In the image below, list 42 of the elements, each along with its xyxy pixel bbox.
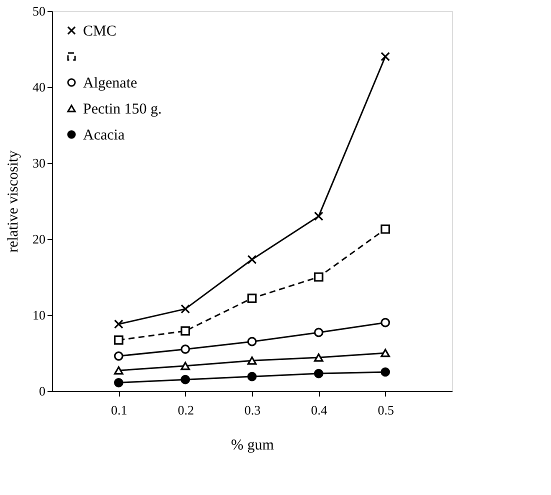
point	[314, 212, 324, 221]
point	[180, 326, 190, 336]
x-axis-title: % gum	[231, 438, 274, 454]
x-tick-label: 0.1	[111, 402, 128, 418]
point	[247, 254, 257, 264]
y-tick-label: 40	[32, 80, 46, 94]
legend-label: Acacia	[83, 128, 125, 144]
point	[180, 374, 190, 384]
point	[314, 272, 324, 282]
point	[180, 362, 190, 370]
point	[314, 328, 324, 338]
point	[114, 335, 124, 345]
point	[114, 366, 124, 375]
point	[247, 294, 257, 303]
point	[380, 348, 390, 358]
y-tick-label: 20	[32, 232, 46, 246]
x-tick-label: 0.5	[378, 402, 394, 418]
point	[380, 52, 390, 62]
point	[180, 304, 190, 314]
point	[247, 336, 257, 346]
point	[314, 368, 324, 378]
x-tick-label: 0.4	[311, 402, 328, 418]
y-tick-label: 50	[32, 4, 46, 18]
legend-label: Pectin 150 g.	[83, 102, 162, 118]
point	[247, 356, 257, 365]
x-tick-label: 0.3	[244, 402, 261, 418]
y-tick-label: 10	[32, 308, 46, 322]
point	[247, 372, 257, 382]
point	[180, 344, 190, 354]
y-axis-title: relative viscosity	[6, 150, 22, 253]
y-tick-label: 30	[32, 156, 46, 170]
point	[114, 319, 124, 329]
point	[314, 353, 324, 362]
point	[380, 367, 390, 377]
y-tick-label: 0	[39, 384, 46, 398]
legend-label: Algenate	[83, 76, 138, 92]
legend-label: CMC	[83, 24, 116, 40]
point	[380, 318, 390, 328]
point	[380, 224, 390, 234]
point	[114, 378, 124, 388]
x-tick-label: 0.2	[178, 402, 194, 418]
point	[114, 351, 124, 361]
